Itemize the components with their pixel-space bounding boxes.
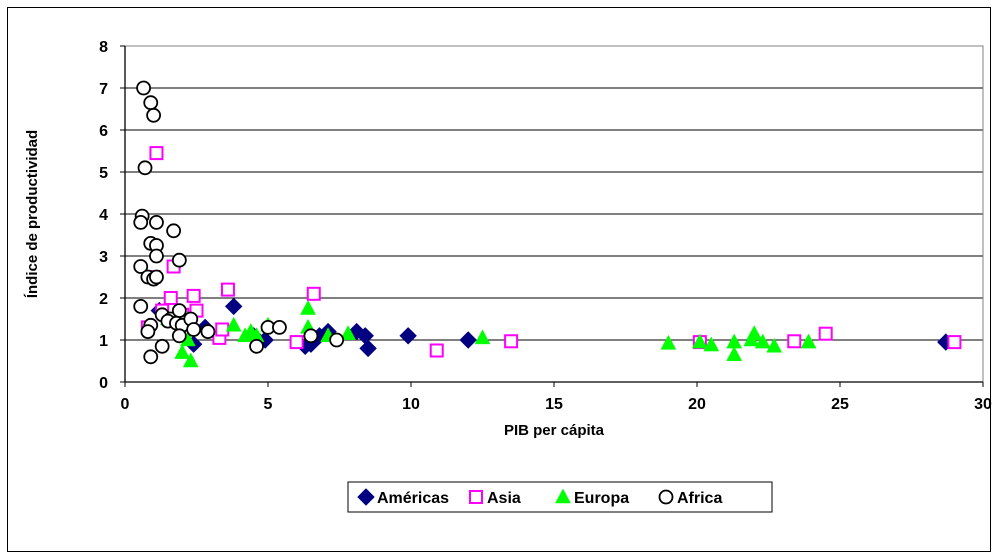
x-tick-label: 20: [688, 396, 706, 413]
data-point: [133, 259, 149, 274]
chart-frame: 0 5 10 15 20 25 30 0 1 2 3 4 5 6 7 8 PIB per cápita Ín…: [7, 7, 992, 552]
x-tick-label: 10: [402, 396, 420, 413]
y-axis-title: Índice de productividad: [24, 130, 41, 298]
scatter-chart: 0 5 10 15 20 25 30 0 1 2 3 4 5 6 7 8 PIB per cápita Ín…: [24, 39, 992, 513]
data-point: [766, 337, 783, 353]
data-point: [186, 288, 201, 303]
data-point: [137, 160, 153, 176]
y-tick-label: 5: [99, 165, 108, 182]
data-point: [459, 331, 477, 349]
data-point: [215, 322, 230, 337]
legend-marker: [658, 489, 674, 505]
data-point: [136, 80, 151, 96]
data-point: [947, 335, 962, 350]
legend-marker: [469, 490, 483, 504]
data-point: [303, 328, 319, 344]
data-point: [429, 343, 444, 358]
data-point: [220, 282, 235, 297]
x-axis-ticks: 0 5 10 15 20 25 30: [121, 382, 992, 413]
legend-label: Asia: [487, 490, 521, 507]
data-point: [149, 146, 164, 161]
y-tick-label: 3: [99, 249, 108, 266]
x-axis-title: PIB per cápita: [504, 422, 605, 439]
data-point: [300, 299, 316, 315]
data-point: [149, 214, 164, 230]
data-point: [186, 322, 202, 337]
legend-marker: [357, 488, 375, 506]
data-point: [133, 298, 149, 314]
y-tick-label: 6: [99, 123, 108, 140]
data-point: [504, 334, 519, 349]
data-point: [224, 297, 243, 316]
data-point: [474, 329, 491, 345]
data-point: [691, 333, 708, 349]
data-point: [703, 336, 720, 352]
data-point: [726, 346, 743, 361]
y-tick-label: 8: [99, 39, 108, 56]
data-point: [660, 334, 677, 350]
data-point: [154, 338, 170, 354]
data-point: [306, 286, 321, 301]
data-point: [726, 333, 743, 349]
data-point: [171, 303, 187, 319]
series-circle: [133, 80, 345, 365]
data-point: [163, 291, 178, 305]
x-tick-label: 5: [264, 396, 273, 413]
data-point: [249, 338, 264, 354]
data-point: [746, 325, 763, 340]
x-tick-label: 15: [545, 396, 563, 413]
y-tick-label: 2: [99, 291, 108, 308]
legend-label: Europa: [574, 490, 629, 507]
legend-label: Africa: [677, 490, 722, 507]
data-point: [143, 95, 159, 111]
data-point: [166, 223, 182, 239]
series-triangle: [159, 299, 817, 368]
data-point: [340, 325, 356, 340]
data-point: [149, 248, 164, 264]
data-point: [399, 327, 417, 345]
data-point: [140, 324, 156, 340]
x-tick-label: 30: [974, 396, 992, 413]
data-point: [133, 214, 149, 230]
data-point: [171, 252, 187, 268]
data-point: [754, 333, 771, 349]
data-point: [289, 335, 304, 350]
data-point: [143, 349, 159, 365]
x-tick-label: 0: [121, 396, 130, 413]
x-tick-label: 25: [831, 396, 849, 413]
data-point: [174, 344, 191, 359]
data-point: [225, 316, 242, 332]
legend-marker: [555, 488, 571, 504]
y-tick-label: 7: [99, 81, 108, 98]
data-point: [146, 107, 162, 123]
legend: Américas Asia Europa Africa: [347, 481, 773, 513]
data-points: [133, 80, 962, 368]
y-tick-label: 1: [99, 333, 108, 350]
data-point: [171, 328, 187, 344]
y-axis-ticks: 0 1 2 3 4 5 6 7 8: [99, 39, 125, 392]
data-point: [182, 352, 199, 368]
y-tick-label: 4: [99, 207, 108, 224]
legend-label: Américas: [377, 490, 449, 507]
gridlines: [125, 45, 983, 341]
data-point: [149, 269, 164, 285]
data-point: [787, 334, 802, 349]
data-point: [200, 324, 216, 340]
data-point: [359, 339, 377, 358]
data-point: [800, 333, 817, 349]
y-tick-label: 0: [99, 375, 108, 392]
data-point: [818, 326, 833, 341]
data-point: [272, 319, 287, 335]
data-point: [329, 332, 345, 348]
